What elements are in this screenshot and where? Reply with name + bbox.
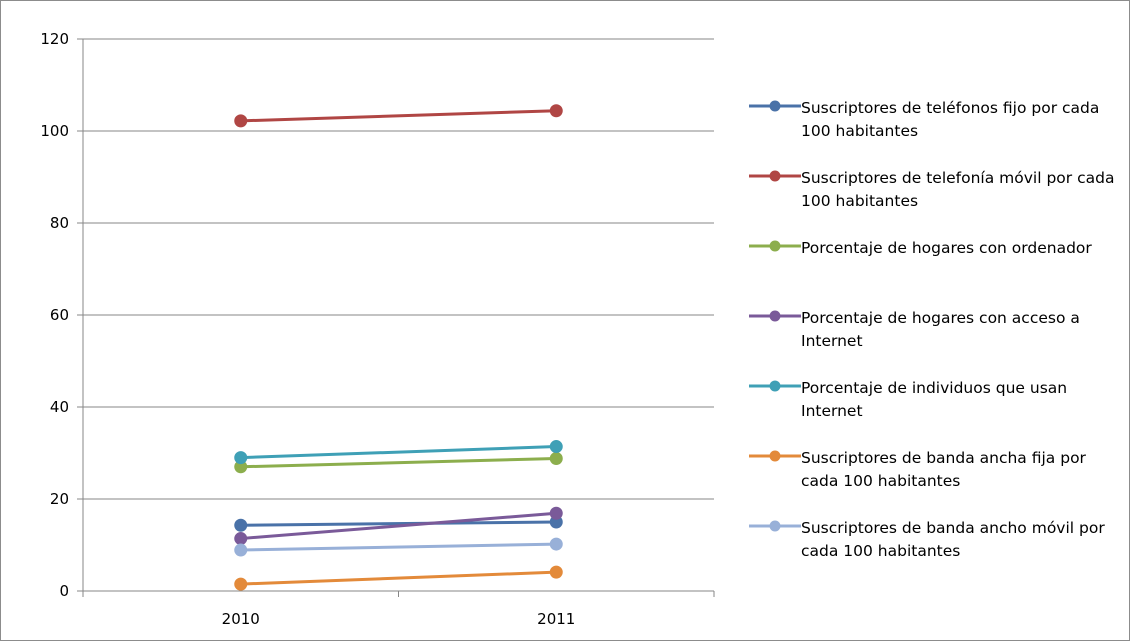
x-tick-labels: 2010 2011 xyxy=(222,610,576,628)
legend: Suscriptores de teléfonos fijo por cada … xyxy=(749,97,1119,587)
y-tick-label: 40 xyxy=(50,398,69,416)
data-point xyxy=(549,506,563,520)
legend-swatch xyxy=(749,450,801,462)
data-point xyxy=(549,440,563,454)
series-line xyxy=(240,511,557,541)
y-tick-label: 120 xyxy=(40,30,69,48)
series-line xyxy=(240,445,557,460)
data-point xyxy=(234,114,248,128)
series-2 xyxy=(234,104,563,128)
legend-item: Suscriptores de telefonía móvil por cada… xyxy=(749,167,1119,237)
series-1 xyxy=(234,515,563,532)
legend-item: Porcentaje de hogares con acceso a Inter… xyxy=(749,307,1119,377)
data-point xyxy=(549,452,563,466)
legend-swatch xyxy=(749,100,801,112)
legend-label: Suscriptores de teléfonos fijo por cada … xyxy=(801,99,1100,140)
x-tick-label: 2011 xyxy=(537,610,575,628)
x-tick-label: 2010 xyxy=(222,610,260,628)
y-tick-labels: 0 20 40 60 80 100 120 xyxy=(40,30,69,600)
axes xyxy=(77,38,715,597)
series-3 xyxy=(234,452,563,474)
data-point xyxy=(234,451,248,465)
legend-swatch xyxy=(749,170,801,182)
legend-swatch xyxy=(749,310,801,322)
data-point xyxy=(549,104,563,118)
series-5 xyxy=(234,440,563,465)
legend-item: Suscriptores de teléfonos fijo por cada … xyxy=(749,97,1119,167)
legend-swatch xyxy=(749,520,801,532)
data-point xyxy=(234,577,248,591)
legend-label: Porcentaje de hogares con acceso a Inter… xyxy=(801,309,1080,350)
series-4 xyxy=(234,506,563,546)
series-line xyxy=(240,570,557,586)
series-line xyxy=(240,457,557,469)
legend-label: Suscriptores de banda ancho móvil por ca… xyxy=(801,519,1105,560)
data-point xyxy=(549,537,563,551)
series-7 xyxy=(234,537,563,557)
data-point xyxy=(549,565,563,579)
legend-label: Porcentaje de individuos que usan Intern… xyxy=(801,379,1068,420)
legend-item: Suscriptores de banda ancho móvil por ca… xyxy=(749,517,1119,587)
legend-swatch xyxy=(749,380,801,392)
legend-item: Porcentaje de individuos que usan Intern… xyxy=(749,377,1119,447)
series-lines xyxy=(234,104,563,591)
legend-item: Suscriptores de banda ancha fija por cad… xyxy=(749,447,1119,517)
series-6 xyxy=(234,565,563,591)
y-tick-label: 80 xyxy=(50,214,69,232)
legend-label: Suscriptores de banda ancha fija por cad… xyxy=(801,449,1086,490)
data-point xyxy=(234,543,248,557)
data-point xyxy=(234,518,248,532)
y-tick-label: 60 xyxy=(50,306,69,324)
legend-swatch xyxy=(749,240,801,252)
legend-label: Suscriptores de telefonía móvil por cada… xyxy=(801,169,1115,210)
y-tick-label: 100 xyxy=(40,122,69,140)
y-tick-label: 0 xyxy=(59,582,69,600)
series-line xyxy=(240,520,557,527)
gridlines xyxy=(83,38,714,500)
series-line xyxy=(240,109,557,123)
legend-label: Porcentaje de hogares con ordenador xyxy=(801,239,1092,257)
y-tick-label: 20 xyxy=(50,490,69,508)
legend-item: Porcentaje de hogares con ordenador xyxy=(749,237,1119,307)
data-point xyxy=(234,532,248,546)
series-line xyxy=(240,542,557,552)
